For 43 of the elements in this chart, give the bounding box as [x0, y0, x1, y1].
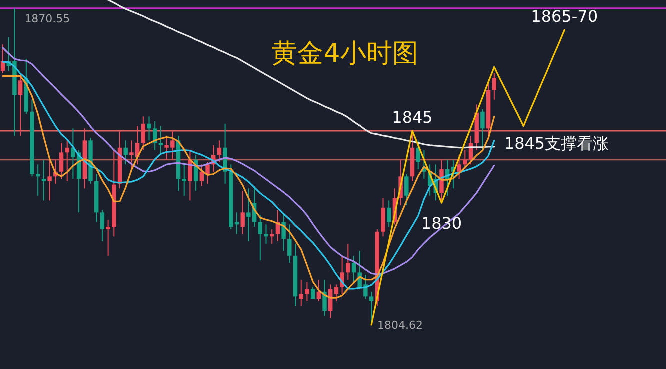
candlestick	[158, 126, 164, 156]
candlestick	[147, 116, 152, 142]
annotation: 1845	[392, 108, 433, 128]
candlestick	[200, 164, 204, 187]
candlestick	[305, 282, 310, 302]
candlestick	[240, 190, 245, 235]
candlestick	[42, 159, 46, 202]
candlestick	[206, 162, 210, 184]
candlestick	[182, 164, 186, 196]
candlestick	[258, 214, 263, 262]
annotation: 1804.62	[378, 318, 424, 332]
candlestick	[48, 159, 52, 202]
candlestick	[492, 72, 497, 100]
candlestick	[457, 154, 462, 180]
candlestick	[480, 108, 485, 151]
candlestick	[188, 150, 192, 202]
candlestick	[141, 116, 146, 151]
candlestick	[288, 224, 292, 264]
candlestick	[65, 140, 70, 182]
candlestick	[299, 279, 304, 307]
annotation: 1865-70	[531, 7, 598, 26]
ref-line-label: 1845支撑看涨	[504, 134, 610, 154]
annotation: 1870.55	[24, 12, 70, 26]
candlestick	[404, 174, 409, 206]
candlestick	[100, 210, 105, 242]
candlestick	[217, 140, 222, 163]
candlestick	[322, 279, 327, 316]
candlestick	[124, 140, 128, 166]
candlestick	[18, 72, 23, 136]
candlestick	[386, 200, 392, 228]
candlestick	[463, 150, 468, 170]
text: 黄金4小时图	[272, 39, 418, 69]
candlestick	[369, 291, 374, 326]
candlestick	[352, 255, 356, 283]
candlestick	[346, 243, 350, 280]
candlestick	[316, 279, 322, 302]
candlestick	[416, 140, 420, 170]
candlestick	[334, 284, 339, 302]
candlestick	[59, 142, 64, 180]
candlestick	[282, 214, 286, 252]
candlestick	[264, 224, 268, 244]
candlestick	[106, 219, 110, 256]
candlestick	[310, 286, 316, 300]
